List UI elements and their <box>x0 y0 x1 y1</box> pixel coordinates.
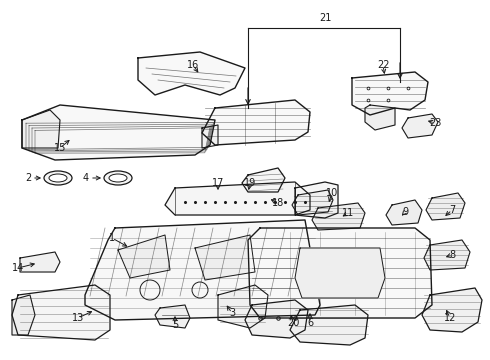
Text: 23: 23 <box>429 118 441 128</box>
Polygon shape <box>386 200 422 225</box>
Text: 22: 22 <box>377 60 389 70</box>
Text: 11: 11 <box>342 208 354 218</box>
Polygon shape <box>195 235 255 280</box>
Polygon shape <box>20 252 60 272</box>
Text: 4: 4 <box>83 173 89 183</box>
Polygon shape <box>242 168 285 192</box>
Polygon shape <box>118 235 170 278</box>
Ellipse shape <box>49 174 67 182</box>
Polygon shape <box>165 182 310 215</box>
Polygon shape <box>426 193 465 220</box>
Polygon shape <box>12 285 110 340</box>
Polygon shape <box>12 295 35 335</box>
Polygon shape <box>424 240 470 270</box>
Polygon shape <box>155 305 190 328</box>
Polygon shape <box>312 203 365 230</box>
Text: 1: 1 <box>109 233 115 243</box>
Text: 5: 5 <box>172 320 178 330</box>
Polygon shape <box>202 125 218 148</box>
Polygon shape <box>218 285 268 328</box>
Text: 6: 6 <box>307 318 313 328</box>
Polygon shape <box>85 220 320 320</box>
Text: 9: 9 <box>402 207 408 217</box>
Polygon shape <box>352 72 428 115</box>
Text: 18: 18 <box>272 198 284 208</box>
Polygon shape <box>22 105 215 160</box>
Text: 16: 16 <box>187 60 199 70</box>
Text: 2: 2 <box>25 173 31 183</box>
Polygon shape <box>402 114 438 138</box>
Ellipse shape <box>109 174 127 182</box>
Text: 21: 21 <box>319 13 331 23</box>
Text: 19: 19 <box>244 178 256 188</box>
Polygon shape <box>290 305 368 345</box>
Text: 10: 10 <box>326 188 338 198</box>
Text: 7: 7 <box>449 205 455 215</box>
Polygon shape <box>295 248 385 298</box>
Polygon shape <box>202 100 310 145</box>
Text: 13: 13 <box>72 313 84 323</box>
Polygon shape <box>22 110 60 148</box>
Ellipse shape <box>44 171 72 185</box>
Polygon shape <box>245 300 308 338</box>
Polygon shape <box>295 182 338 218</box>
Text: 14: 14 <box>12 263 24 273</box>
Text: 15: 15 <box>54 143 66 153</box>
Text: 17: 17 <box>212 178 224 188</box>
Text: 3: 3 <box>229 308 235 318</box>
Polygon shape <box>138 52 245 95</box>
Text: 8: 8 <box>449 250 455 260</box>
Polygon shape <box>292 190 333 215</box>
Polygon shape <box>248 228 432 318</box>
Ellipse shape <box>104 171 132 185</box>
Polygon shape <box>422 288 482 332</box>
Text: 20: 20 <box>287 318 299 328</box>
Polygon shape <box>365 105 395 130</box>
Text: 12: 12 <box>444 313 456 323</box>
